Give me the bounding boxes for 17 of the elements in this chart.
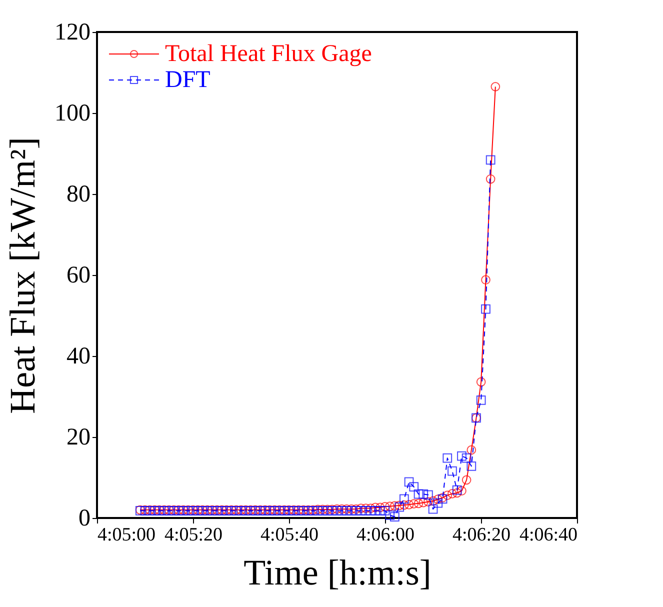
y-axis-title: Heat Flux [kW/m²] (2, 137, 42, 414)
legend-label: Total Heat Flux Gage (165, 41, 372, 67)
x-tick-label: 4:06:20 (452, 524, 511, 546)
x-tick-label: 4:05:40 (260, 524, 319, 546)
x-axis-title: Time [h:m:s] (244, 552, 432, 592)
y-tick-label: 100 (54, 100, 90, 126)
y-tick-label: 40 (66, 344, 90, 370)
y-tick-label: 20 (66, 424, 90, 450)
x-tick-label: 4:06:00 (356, 524, 415, 546)
x-tick-label: 4:06:40 (519, 524, 578, 546)
y-tick-label: 80 (66, 182, 90, 208)
x-tick-label: 4:05:20 (164, 524, 223, 546)
y-tick-label: 60 (66, 262, 90, 288)
y-tick-label: 120 (54, 20, 90, 46)
legend-label: DFT (165, 67, 211, 93)
x-tick-label: 4:05:00 (98, 524, 156, 546)
y-tick-label: 0 (78, 506, 90, 532)
